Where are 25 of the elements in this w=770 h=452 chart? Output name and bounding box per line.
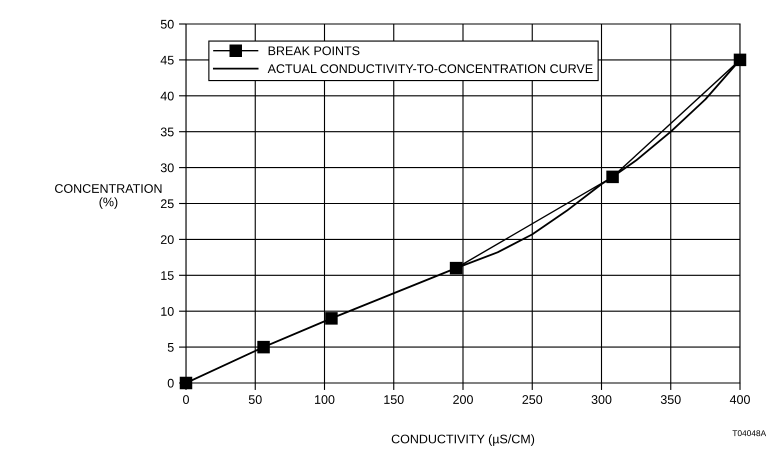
y-tick-label: 20 (160, 235, 174, 244)
x-tick-label: 250 (522, 395, 542, 404)
y-tick-label: 50 (160, 20, 174, 29)
x-tick-label: 50 (248, 395, 262, 404)
x-tick-label: 400 (730, 395, 750, 404)
y-tick-label: 15 (161, 271, 174, 280)
x-axis-title: CONDUCTIVITY (µS/CM) (392, 434, 534, 446)
y-tick-label: 5 (168, 343, 174, 352)
y-tick-label: 35 (160, 128, 174, 136)
x-tick-label: 0 (183, 395, 189, 404)
x-tick-label: 350 (660, 395, 681, 404)
x-tick-label: 300 (592, 395, 612, 404)
y-tick-label: 30 (160, 163, 174, 172)
y-tick-label: 45 (160, 56, 174, 65)
x-tick-label: 100 (315, 395, 334, 404)
x-tick-label: 150 (384, 395, 404, 404)
text: T04048A (732, 430, 766, 436)
legend-label: BREAK POINTS (268, 46, 360, 56)
y-tick-label: 40 (160, 92, 174, 100)
y-axis-title: CONCENTRATION (%) (55, 184, 162, 209)
y-tick-label: 10 (161, 307, 174, 316)
x-tick-label: 200 (453, 395, 473, 404)
legend-label: ACTUAL CONDUCTIVITY-TO-CONCENTRATION CURVE (268, 64, 593, 74)
y-tick-label: 25 (160, 199, 174, 208)
y-tick-label: 0 (168, 378, 174, 388)
